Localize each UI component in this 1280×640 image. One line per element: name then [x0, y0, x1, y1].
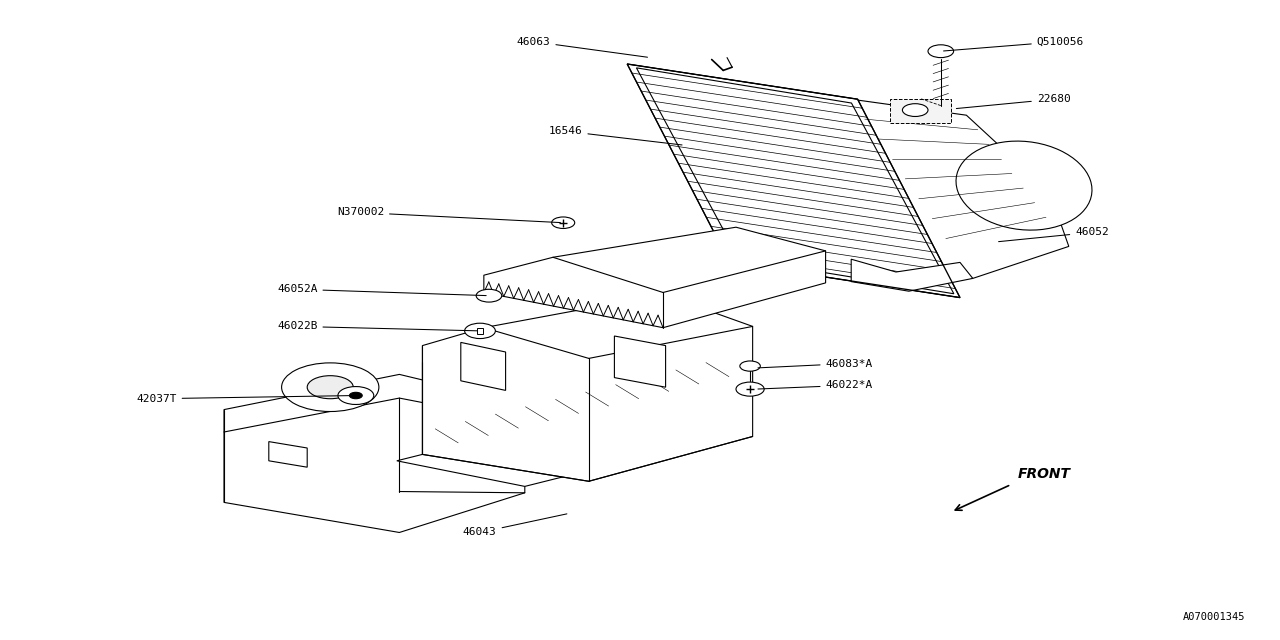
Text: 46043: 46043	[463, 514, 567, 538]
Text: 46052A: 46052A	[276, 284, 486, 296]
Polygon shape	[484, 227, 826, 328]
Circle shape	[928, 45, 954, 58]
Polygon shape	[422, 294, 753, 481]
Text: N370002: N370002	[337, 207, 561, 223]
Circle shape	[552, 217, 575, 228]
Circle shape	[282, 363, 379, 412]
Polygon shape	[461, 342, 506, 390]
Text: 46052: 46052	[998, 227, 1108, 242]
FancyBboxPatch shape	[890, 99, 951, 123]
Circle shape	[465, 323, 495, 339]
Text: Q510056: Q510056	[943, 36, 1084, 51]
Text: 22680: 22680	[956, 94, 1070, 109]
Circle shape	[902, 104, 928, 116]
Polygon shape	[826, 99, 1069, 278]
Circle shape	[349, 392, 362, 399]
Polygon shape	[627, 64, 960, 298]
Text: 46083*A: 46083*A	[758, 358, 873, 369]
Ellipse shape	[956, 141, 1092, 230]
Text: 46022B: 46022B	[276, 321, 477, 332]
Polygon shape	[851, 259, 973, 291]
Text: A070001345: A070001345	[1183, 612, 1245, 622]
Text: 42037T: 42037T	[136, 394, 353, 404]
Polygon shape	[636, 68, 954, 294]
Circle shape	[736, 382, 764, 396]
Text: 16546: 16546	[549, 126, 682, 145]
Text: 46063: 46063	[517, 36, 648, 57]
Text: FRONT: FRONT	[1018, 467, 1070, 481]
Circle shape	[476, 289, 502, 302]
Text: 46022*A: 46022*A	[758, 380, 873, 390]
Circle shape	[740, 361, 760, 371]
Polygon shape	[614, 336, 666, 387]
Polygon shape	[269, 442, 307, 467]
Circle shape	[307, 376, 353, 399]
Circle shape	[338, 387, 374, 404]
Polygon shape	[224, 374, 525, 532]
Polygon shape	[397, 451, 563, 486]
